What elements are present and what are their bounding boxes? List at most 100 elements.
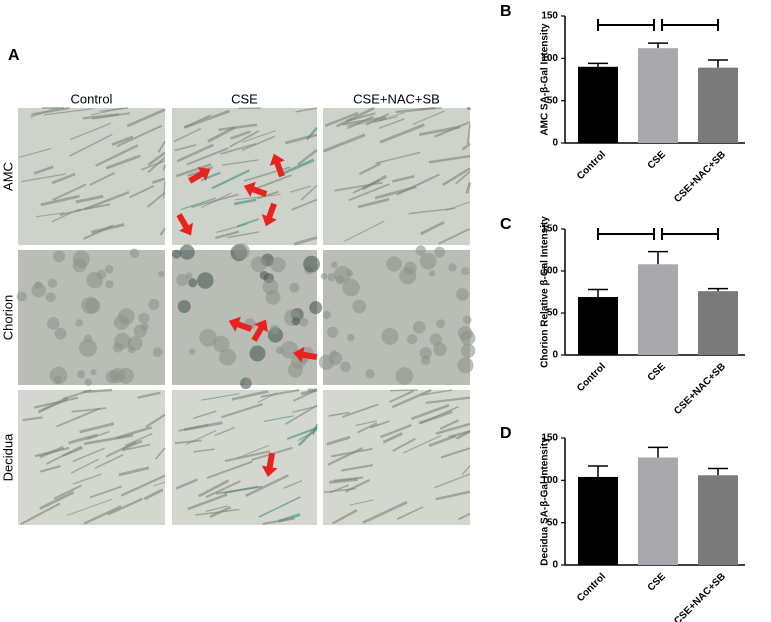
cell <box>20 173 66 183</box>
y-tick-label: 100 <box>541 53 558 64</box>
cell <box>89 172 116 186</box>
cell <box>86 271 103 289</box>
y-tick-label: 150 <box>541 224 558 235</box>
cell <box>69 133 113 157</box>
cell <box>386 256 402 272</box>
cell <box>442 167 471 186</box>
cell <box>257 392 278 404</box>
cell <box>320 272 328 280</box>
cell <box>66 498 113 516</box>
cell <box>438 228 470 245</box>
cell <box>396 506 424 520</box>
cell <box>329 477 358 484</box>
cell <box>47 278 58 288</box>
cell <box>175 163 212 178</box>
cell <box>284 133 318 145</box>
cell <box>75 319 84 328</box>
row-label: Decidua <box>0 433 15 481</box>
x-tick-label: Control <box>575 361 608 394</box>
cell <box>434 246 446 258</box>
cell <box>258 496 301 518</box>
cell <box>322 133 366 153</box>
cell <box>104 264 114 274</box>
cell <box>439 419 459 430</box>
arrow <box>188 167 211 184</box>
cell <box>33 165 54 175</box>
cell <box>236 445 270 459</box>
cell <box>420 221 445 236</box>
cell <box>412 110 445 125</box>
cell <box>95 144 139 167</box>
y-tick-label: 150 <box>541 433 558 444</box>
cell <box>262 517 295 525</box>
cell <box>342 278 360 297</box>
cell <box>51 172 76 185</box>
cell <box>72 447 106 463</box>
arrow <box>251 319 268 342</box>
cell <box>230 130 251 140</box>
row-label: Chorion <box>0 295 15 341</box>
cell <box>147 151 166 166</box>
cell <box>234 194 281 201</box>
cell <box>445 201 471 211</box>
cell <box>326 435 351 446</box>
x-tick-label: CSE+NAC+SB <box>672 571 728 622</box>
cell <box>20 502 61 526</box>
cell <box>392 174 415 183</box>
cell <box>241 135 276 151</box>
cell <box>127 345 136 354</box>
cell <box>395 106 436 114</box>
cell <box>105 370 120 384</box>
cell <box>214 426 236 437</box>
cell <box>40 194 80 207</box>
cell <box>51 212 72 223</box>
cell <box>206 460 253 479</box>
arrow <box>293 346 318 363</box>
cell <box>70 122 112 141</box>
cell <box>147 191 166 208</box>
arrow <box>228 316 253 332</box>
cell <box>297 429 318 441</box>
cell <box>75 203 111 212</box>
cell <box>349 499 374 506</box>
cell <box>185 430 217 446</box>
cell <box>209 506 232 518</box>
cell <box>173 127 202 143</box>
cell <box>186 147 229 166</box>
y-tick-label: 100 <box>541 266 558 277</box>
cell <box>410 404 450 421</box>
cell <box>428 154 471 164</box>
cell <box>174 439 202 445</box>
cell <box>117 367 134 384</box>
cell <box>39 465 61 473</box>
cell <box>157 140 166 153</box>
cell <box>291 198 318 211</box>
arrow <box>269 153 285 178</box>
cell <box>365 113 390 126</box>
cell <box>412 321 426 334</box>
cell <box>118 466 150 477</box>
cell <box>233 198 257 206</box>
cell <box>356 422 378 434</box>
cell <box>185 272 193 280</box>
cell <box>236 218 259 228</box>
cell <box>465 182 472 194</box>
bar <box>698 291 738 355</box>
cell <box>224 450 271 463</box>
cell <box>435 422 471 435</box>
arrow <box>261 202 277 227</box>
cell <box>221 403 264 419</box>
cell <box>83 334 93 343</box>
cell <box>286 426 318 440</box>
cell <box>89 485 122 499</box>
cell <box>200 171 221 182</box>
cell <box>289 185 311 193</box>
cell <box>374 185 417 200</box>
cell <box>461 142 471 151</box>
x-tick-label: CSE <box>646 361 669 384</box>
cell <box>342 403 379 418</box>
cell <box>145 413 166 428</box>
cell <box>346 269 354 277</box>
cell <box>31 106 70 116</box>
